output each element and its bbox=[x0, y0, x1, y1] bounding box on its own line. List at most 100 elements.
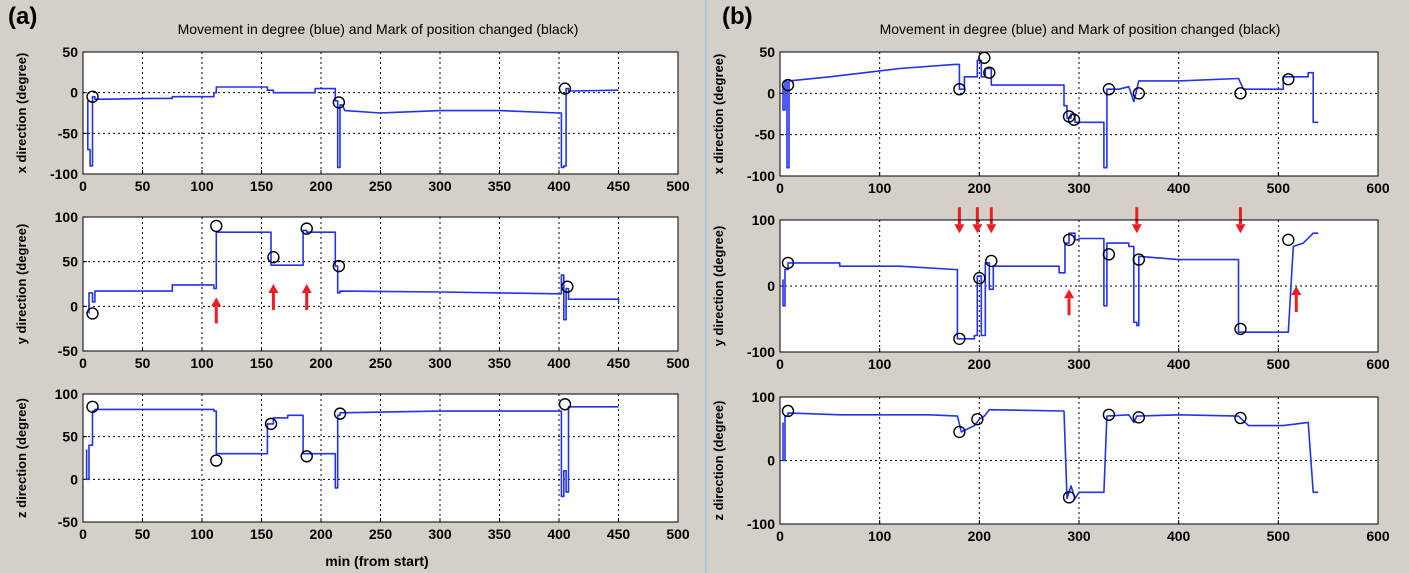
x-tick-label: 200 bbox=[309, 526, 333, 542]
x-tick-label: 250 bbox=[369, 178, 393, 194]
plot-frame bbox=[779, 396, 1379, 525]
y-tick-label: 0 bbox=[70, 85, 78, 101]
x-tick-label: 450 bbox=[607, 526, 631, 542]
x-tick-label: 500 bbox=[666, 355, 690, 371]
plot-frame bbox=[779, 219, 1379, 353]
x-tick-label: 0 bbox=[776, 180, 784, 196]
position-change-marker bbox=[1102, 248, 1116, 261]
x-tick-label: 400 bbox=[1167, 528, 1191, 544]
plot-frame bbox=[82, 393, 679, 523]
x-tick-label: 300 bbox=[428, 355, 452, 371]
position-change-marker bbox=[971, 413, 984, 426]
annotation-arrow-head bbox=[1235, 224, 1246, 234]
panel-a-title: Movement in degree (blue) and Mark of po… bbox=[178, 21, 579, 37]
position-change-marker bbox=[973, 271, 986, 285]
x-tick-label: 350 bbox=[488, 526, 512, 542]
y-tick-label: -100 bbox=[50, 166, 78, 182]
plot-frame bbox=[82, 216, 679, 352]
plot-area bbox=[780, 397, 1378, 524]
annotation-arrow-head bbox=[1131, 224, 1142, 234]
y-tick-label: -50 bbox=[58, 125, 78, 141]
y-tick-label: -100 bbox=[747, 168, 775, 184]
x-tick-label: 600 bbox=[1366, 180, 1390, 196]
x-tick-label: 150 bbox=[250, 526, 274, 542]
series-line bbox=[782, 408, 1319, 500]
x-tick-label: 350 bbox=[488, 178, 512, 194]
x-tick-label: 100 bbox=[190, 178, 214, 194]
subplot-4: 0 100 200 300 400 500 600 -100 -50 0 50 x direction… bbox=[711, 44, 1390, 196]
position-change-marker bbox=[1132, 87, 1146, 100]
plot-frame bbox=[779, 51, 1379, 177]
position-change-marker bbox=[1132, 253, 1146, 266]
x-tick-label: 500 bbox=[666, 178, 690, 194]
subplots-group: 0 50 100 150 200 250 300 350 400 450 500 -100 -50 0 50… bbox=[14, 44, 1390, 544]
position-change-marker bbox=[985, 254, 998, 268]
x-tick-label: 500 bbox=[1267, 356, 1291, 372]
position-change-marker bbox=[1102, 82, 1116, 96]
panel-b-letter: (b) bbox=[722, 3, 753, 30]
x-tick-label: 100 bbox=[190, 526, 214, 542]
position-change-marker bbox=[561, 280, 574, 293]
position-change-marker bbox=[1234, 87, 1247, 100]
y-tick-label: 0 bbox=[70, 471, 78, 487]
x-tick-label: 300 bbox=[428, 526, 452, 542]
y-tick-label: -50 bbox=[755, 127, 775, 143]
x-tick-label: 500 bbox=[666, 526, 690, 542]
subplot-1: 0 50 100 150 200 250 300 350 400 450 500 -100 -50 0 50… bbox=[14, 44, 690, 194]
position-change-marker bbox=[332, 96, 346, 109]
x-tick-label: 500 bbox=[1267, 528, 1291, 544]
y-axis-label: z direction (degree) bbox=[711, 401, 726, 521]
subplot-3: 0 50 100 150 200 250 300 350 400 450 500-50050100z… bbox=[14, 386, 690, 542]
position-change-marker bbox=[300, 222, 313, 235]
position-change-marker bbox=[332, 259, 346, 273]
x-tick-label: 450 bbox=[607, 178, 631, 194]
y-tick-label: 100 bbox=[752, 212, 776, 228]
x-tick-label: 100 bbox=[868, 528, 892, 544]
y-tick-label: 0 bbox=[70, 298, 78, 314]
annotation-arrow-head bbox=[268, 284, 279, 293]
y-tick-label: 100 bbox=[55, 209, 79, 225]
x-tick-label: 500 bbox=[1267, 180, 1291, 196]
position-change-marker bbox=[953, 82, 966, 96]
annotation-arrow-head bbox=[301, 284, 312, 293]
x-tick-label: 200 bbox=[968, 356, 992, 372]
position-change-marker bbox=[558, 82, 572, 95]
x-tick-label: 400 bbox=[547, 355, 571, 371]
x-tick-label: 600 bbox=[1366, 528, 1390, 544]
position-change-marker bbox=[86, 90, 99, 103]
series-line bbox=[88, 229, 620, 321]
annotation-arrow-head bbox=[1291, 286, 1302, 295]
x-tick-label: 200 bbox=[309, 178, 333, 194]
y-tick-label: 100 bbox=[752, 389, 776, 405]
x-tick-label: 50 bbox=[135, 526, 151, 542]
position-change-marker bbox=[264, 417, 278, 431]
x-tick-label: 300 bbox=[1067, 356, 1091, 372]
position-change-marker bbox=[1132, 411, 1146, 424]
y-tick-label: 0 bbox=[767, 278, 775, 294]
position-change-marker bbox=[558, 398, 572, 411]
annotation-arrow-head bbox=[986, 224, 997, 234]
x-tick-label: 600 bbox=[1366, 356, 1390, 372]
x-tick-label: 200 bbox=[968, 180, 992, 196]
series-line bbox=[782, 59, 1319, 169]
x-tick-label: 200 bbox=[968, 528, 992, 544]
y-tick-label: -50 bbox=[58, 343, 78, 359]
position-change-marker bbox=[333, 407, 347, 420]
y-axis-label: x direction (degree) bbox=[711, 54, 726, 175]
y-axis-label: z direction (degree) bbox=[14, 398, 29, 518]
position-change-marker bbox=[953, 332, 966, 345]
y-tick-label: -100 bbox=[747, 516, 775, 532]
x-tick-label: 150 bbox=[250, 178, 274, 194]
position-change-marker bbox=[86, 400, 99, 413]
y-axis-label: y direction (degree) bbox=[14, 224, 29, 345]
position-change-marker bbox=[86, 307, 99, 320]
y-axis-label: x direction (degree) bbox=[14, 53, 29, 174]
x-tick-label: 0 bbox=[79, 178, 87, 194]
position-change-marker bbox=[983, 66, 996, 79]
x-tick-label: 300 bbox=[1067, 180, 1091, 196]
x-tick-label: 100 bbox=[868, 356, 892, 372]
y-tick-label: 0 bbox=[767, 453, 775, 469]
x-tick-label: 300 bbox=[1067, 528, 1091, 544]
